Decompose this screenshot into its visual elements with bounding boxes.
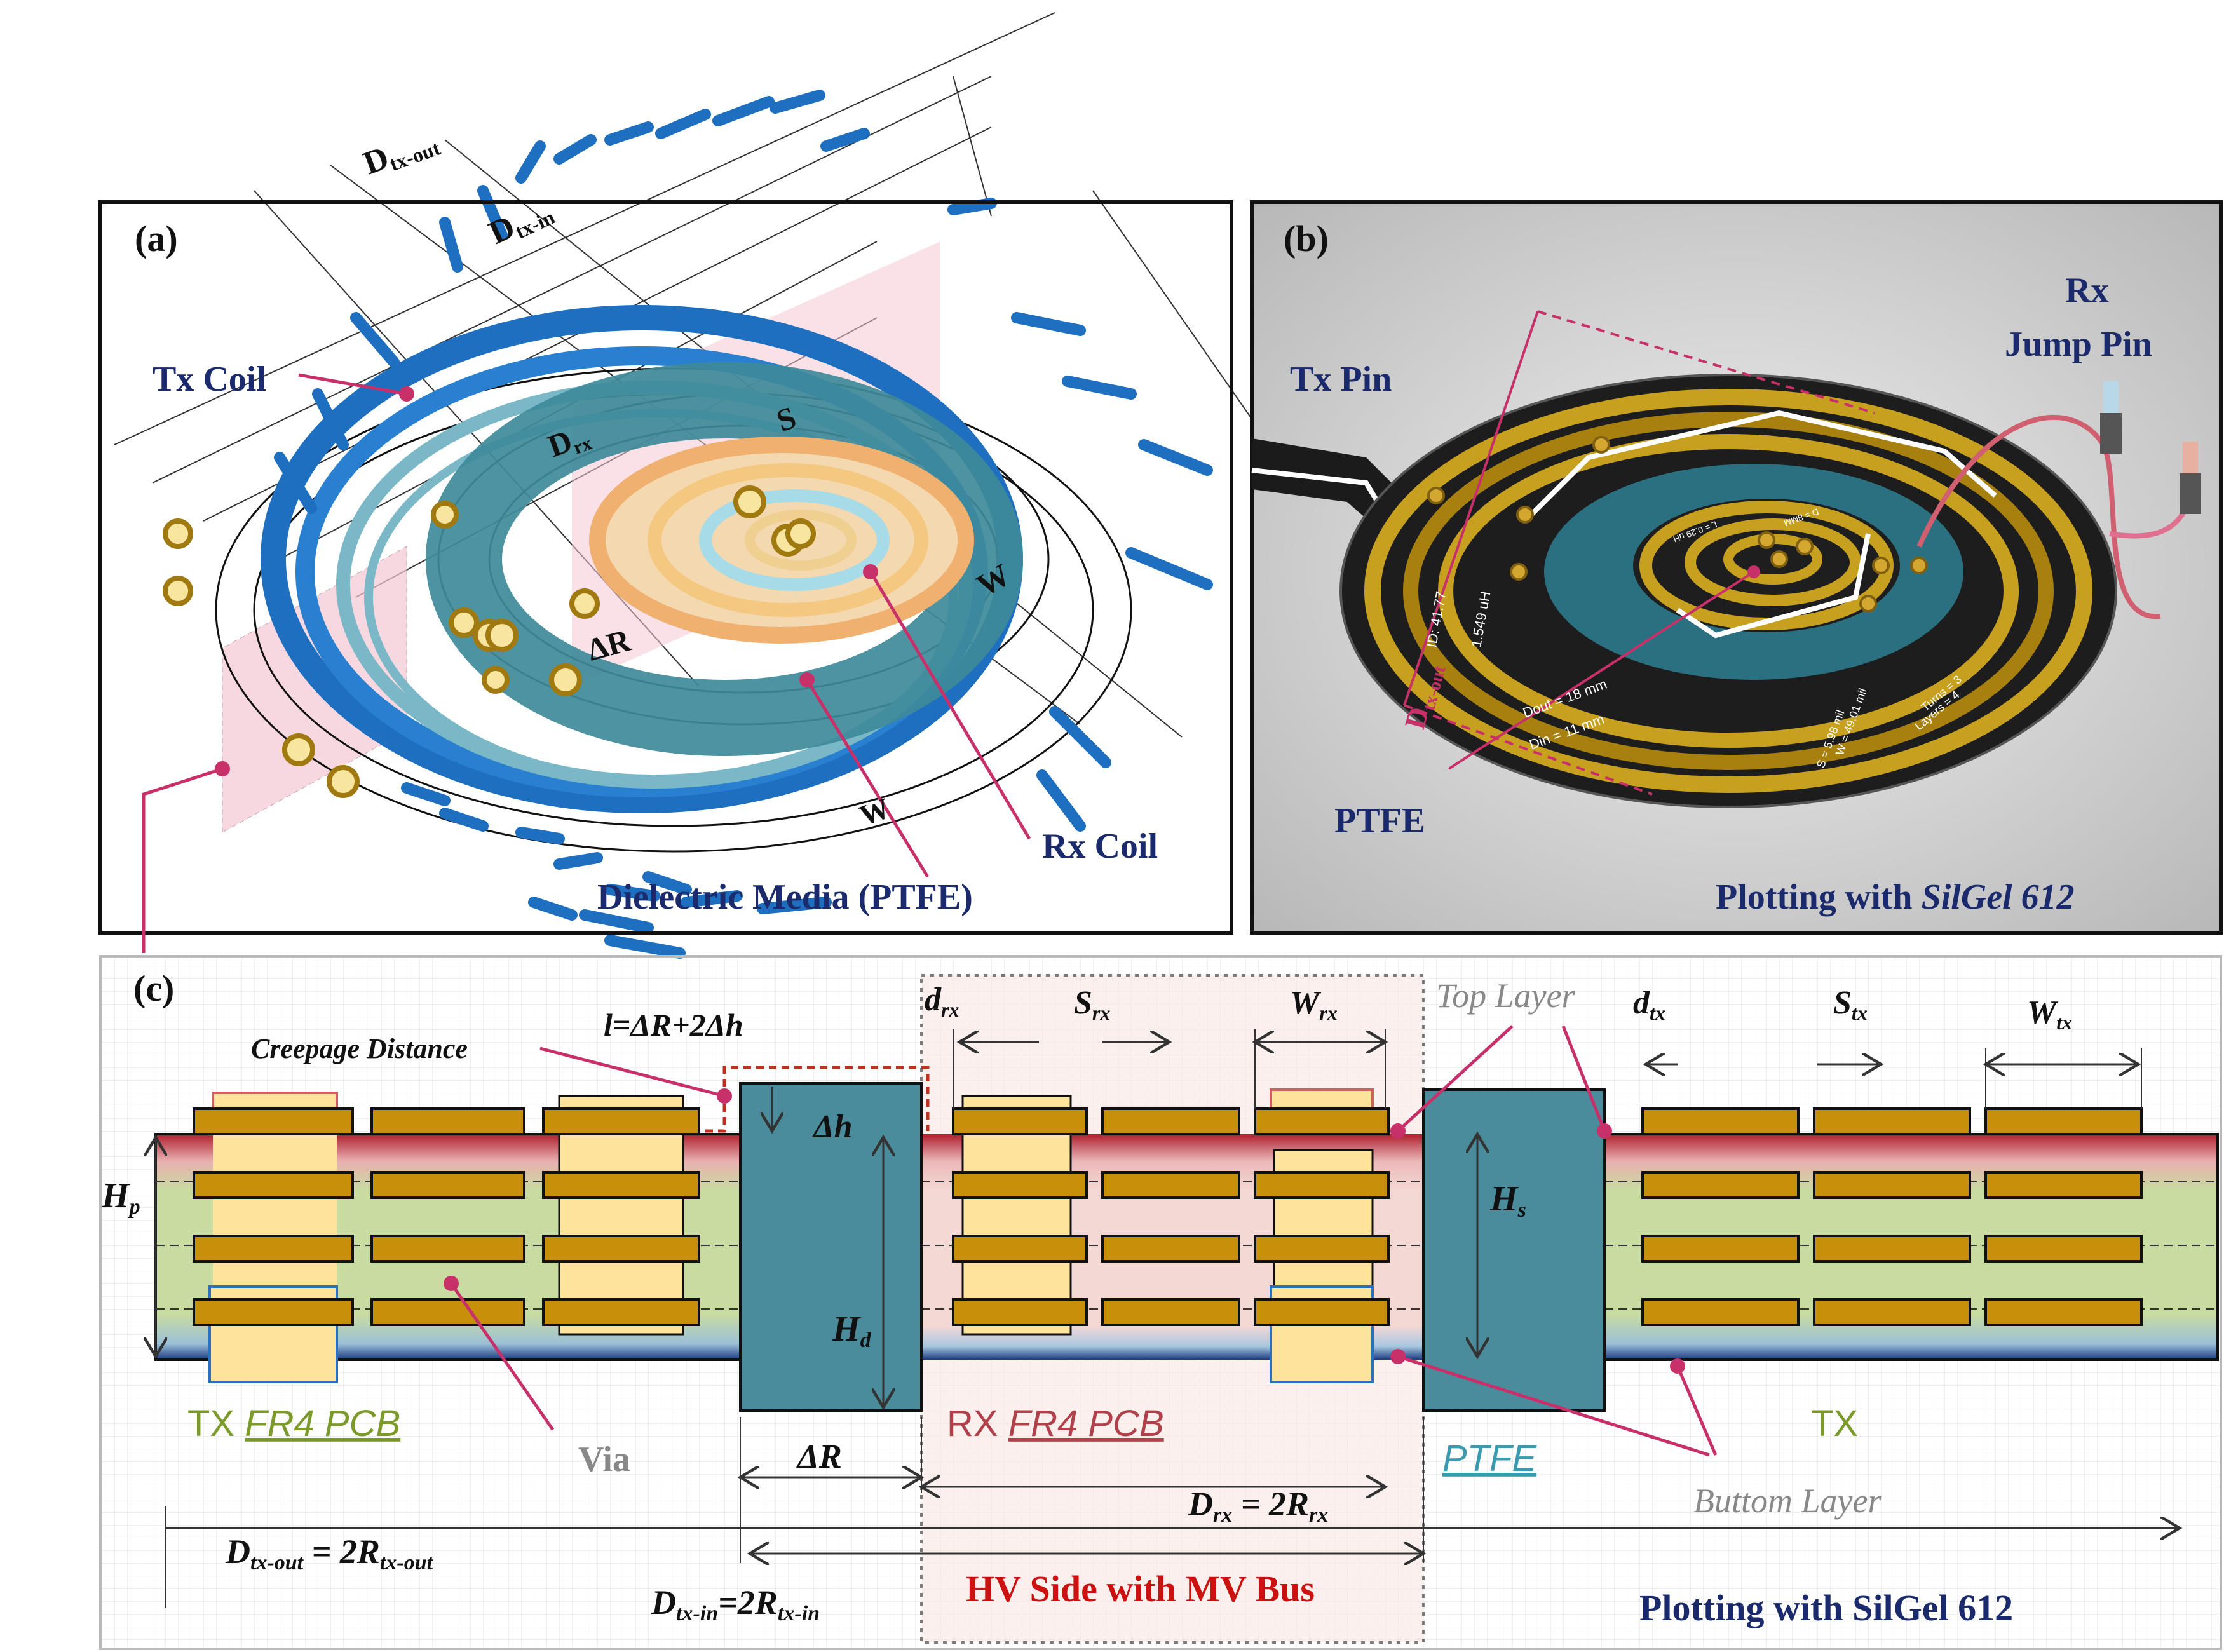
hd-label: Hd [832,1310,872,1352]
panel-b: 1.549 uH ID: 41.77 Dout = 18 mm Din = 11… [1250,200,2223,935]
tx-pin-label: Tx Pin [1290,360,1392,399]
panel-b-label: (b) [1284,218,1329,259]
hs-label: Hs [1489,1179,1526,1222]
plotting-c-label: Plotting with SilGel 612 [1639,1587,2013,1628]
hv-side-label: HV Side with MV Bus [966,1568,1315,1609]
panel-c: (c) Creepage Distance l=ΔR+2Δh drx Srx W… [99,955,2222,1650]
hp-label: Hp [101,1176,140,1219]
rx-coil-label: Rx Coil [1042,827,1158,866]
tx-right-label: TX [1811,1403,1858,1444]
tx-dashes [274,90,1213,959]
tx-coil-label: Tx Coil [153,360,266,399]
w-label-bottom: W [855,792,894,832]
delta-r-label-c: ΔR [796,1437,842,1475]
copper-traces [193,1107,2143,1326]
dtxout-equation: Dtx-out = 2Rtx-out [225,1533,434,1574]
d-rx-label-c: drx [925,982,959,1021]
dielectric-label: Dielectric Media (PTFE) [597,877,973,917]
buttom-layer-label: Buttom Layer [1693,1482,1882,1520]
creepage-path [705,1066,930,1133]
ptfe-ring [426,362,1023,756]
panel-a: (a) Tx Coil Rx Coil Dielectric Media (PT… [98,12,1297,959]
panel-a-frame [98,200,1233,935]
panel-c-label: (c) [133,968,174,1009]
drx-equation: Drx = 2Rrx [1188,1485,1328,1527]
dtxin-equation: Dtx-in=2Rtx-in [651,1583,820,1625]
ptfe-label-c: PTFE [1442,1438,1538,1479]
w-rx-label: Wrx [1290,985,1338,1024]
rx-fr4-label: RX FR4 PCB [947,1403,1164,1444]
s-rx-label: Srx [1074,985,1110,1024]
ptfe-label: PTFE [1334,801,1425,841]
rx-jump-pin-label-2: Jump Pin [2005,325,2152,364]
d-txout-top: Dtx-out [359,122,444,184]
top-layer-label: Top Layer [1436,977,1576,1015]
plotting-b-label: Plotting with SilGel 612 [1716,877,2075,917]
l-equation: l=ΔR+2Δh [604,1007,743,1043]
via-label: Via [578,1440,630,1479]
d-tx-label: dtx [1633,985,1665,1024]
creepage-label: Creepage Distance [251,1033,468,1064]
vias [163,485,816,798]
tx-fr4-label: TX FR4 PCB [187,1403,400,1444]
ptfe-block-right [1422,1088,1606,1412]
w-tx-label: Wtx [2027,994,2072,1034]
delta-h-label: Δh [812,1109,853,1145]
panel-a-label: (a) [135,218,178,259]
s-tx-label: Stx [1833,985,1868,1024]
rx-jump-pin-label-1: Rx [2065,271,2108,310]
